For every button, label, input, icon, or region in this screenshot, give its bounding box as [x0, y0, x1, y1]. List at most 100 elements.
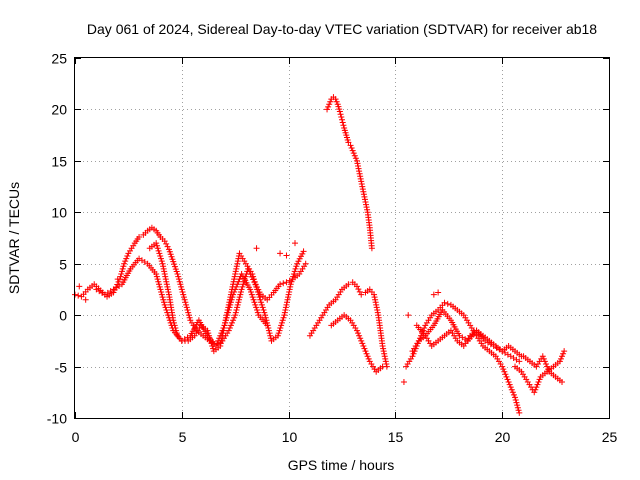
data-point-marker [230, 291, 237, 298]
data-point-marker [352, 155, 359, 162]
data-point-marker [365, 355, 372, 362]
data-point-marker [441, 299, 448, 306]
data-point-marker [262, 314, 269, 321]
data-point-marker [293, 263, 300, 270]
data-point-marker [157, 253, 164, 259]
data-point-marker [277, 325, 284, 331]
data-point-marker [163, 307, 170, 313]
x-tick-label: 0 [72, 429, 80, 445]
data-point-marker [161, 268, 168, 275]
data-point-marker [280, 280, 287, 287]
data-point-marker [536, 376, 543, 383]
data-point-marker [230, 317, 237, 324]
data-point-marker [353, 283, 360, 290]
data-point-marker [277, 281, 284, 288]
data-point-marker [114, 276, 121, 283]
data-point-marker [358, 337, 365, 344]
data-point-marker [359, 186, 366, 193]
data-point-marker [258, 299, 265, 306]
data-point-marker [337, 111, 344, 118]
data-point-marker [356, 170, 363, 177]
data-point-marker [354, 160, 361, 167]
data-point-marker [345, 139, 352, 146]
data-point-marker [158, 291, 165, 298]
data-point-marker [231, 276, 238, 283]
data-point-marker [515, 407, 522, 414]
data-point-marker [516, 409, 523, 416]
data-point-marker [118, 271, 125, 277]
data-point-marker [358, 291, 365, 298]
data-point-marker [248, 289, 255, 295]
data-point-marker [117, 273, 124, 280]
data-point-marker [374, 309, 381, 316]
data-point-marker [556, 358, 563, 365]
y-tick-label: -5 [55, 360, 68, 376]
data-point-marker [123, 255, 130, 262]
data-point-marker [292, 265, 299, 272]
data-point-marker [278, 319, 285, 326]
data-point-marker [156, 283, 163, 290]
data-point-marker [373, 304, 380, 311]
data-point-marker [286, 289, 293, 295]
data-point-marker [249, 271, 256, 277]
data-point-marker [410, 350, 417, 357]
data-point-marker [233, 307, 240, 313]
x-tick-label: 25 [602, 429, 618, 445]
data-point-marker [276, 327, 283, 334]
data-point-marker [302, 260, 309, 267]
data-point-marker [535, 379, 542, 385]
y-tick-label: -10 [47, 411, 67, 427]
data-point-marker [155, 247, 162, 254]
data-point-marker [164, 286, 171, 293]
data-point-marker [158, 289, 165, 295]
data-point-marker [118, 268, 125, 275]
data-point-marker [215, 337, 222, 344]
data-point-marker [416, 335, 423, 342]
data-point-marker [121, 260, 128, 267]
data-point-marker [500, 366, 507, 373]
data-point-marker [368, 245, 375, 252]
data-point-marker [161, 271, 168, 277]
data-point-marker [153, 273, 160, 280]
data-point-marker [539, 353, 546, 360]
data-point-marker [338, 113, 345, 120]
data-point-marker [351, 152, 358, 159]
data-point-marker [165, 314, 172, 321]
data-point-marker [221, 322, 228, 329]
data-point-marker [357, 173, 364, 180]
data-point-marker [153, 240, 160, 247]
data-point-marker [357, 335, 364, 342]
data-point-marker [184, 307, 191, 313]
data-point-marker [258, 301, 265, 308]
data-point-marker [264, 322, 271, 329]
data-point-marker [285, 294, 292, 301]
data-point-marker [288, 278, 295, 285]
data-point-marker [287, 283, 294, 290]
data-point-marker [364, 353, 371, 360]
data-point-marker [361, 196, 368, 203]
x-axis-label: GPS time / hours [288, 457, 395, 473]
data-point-marker [119, 265, 126, 272]
data-point-marker [255, 291, 262, 298]
x-tick-label: 5 [179, 429, 187, 445]
data-point-marker [174, 271, 181, 277]
data-point-marker [254, 289, 261, 295]
data-point-marker [159, 260, 166, 267]
data-point-marker [214, 340, 221, 347]
data-point-marker [559, 353, 566, 360]
data-point-marker [557, 355, 564, 362]
data-point-marker [76, 283, 83, 290]
data-point-marker [512, 397, 519, 403]
data-point-marker [508, 386, 515, 393]
data-point-marker [361, 193, 368, 200]
data-point-marker [160, 296, 167, 303]
data-point-marker [257, 296, 264, 303]
data-point-marker [358, 181, 365, 187]
data-point-marker [75, 292, 82, 299]
data-point-marker [514, 402, 521, 409]
data-point-marker [177, 281, 184, 288]
data-point-marker [362, 348, 369, 355]
data-point-marker [400, 379, 407, 385]
data-point-marker [371, 294, 378, 301]
